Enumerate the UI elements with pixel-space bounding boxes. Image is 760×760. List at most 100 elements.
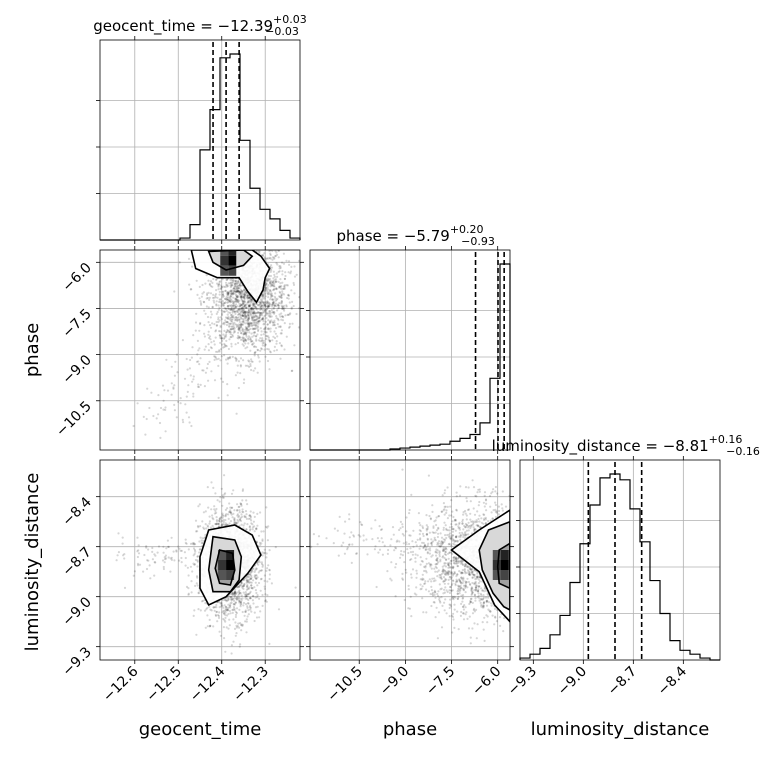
scatter-point [262,328,266,331]
scatter-point [234,590,237,593]
scatter-point [238,511,241,514]
scatter-point [226,608,230,611]
scatter-point [233,330,236,333]
scatter-point [213,606,217,609]
scatter-point [154,554,157,557]
scatter-point [252,334,256,337]
scatter-point [239,284,242,287]
scatter-point [218,517,221,521]
scatter-point [255,322,258,325]
scatter-point [265,552,268,555]
scatter-point [241,586,244,589]
scatter-point [170,393,173,396]
scatter-point [203,309,206,312]
scatter-point [213,505,216,508]
scatter-point [245,576,248,579]
scatter-point [226,317,229,320]
scatter-point [212,606,215,609]
scatter-point [235,290,238,293]
scatter-point [217,284,220,287]
scatter-point [283,284,286,287]
scatter-point [229,355,232,358]
scatter-point [269,219,271,221]
scatter-point [224,281,228,284]
scatter-point [221,516,224,519]
scatter-point [261,539,264,543]
scatter-point [215,350,218,353]
scatter-point [256,333,259,336]
scatter-point [244,510,248,513]
scatter-point [115,559,118,562]
scatter-point [216,230,218,232]
scatter-point [224,606,227,609]
scatter-point [204,510,207,513]
scatter-point [473,528,476,531]
scatter-point [226,278,229,282]
scatter-point [224,297,227,300]
scatter-point [289,270,293,273]
scatter-point [268,281,272,284]
scatter-point [225,278,228,281]
scatter-point [246,576,250,579]
scatter-point [241,327,244,330]
scatter-point [229,509,232,512]
scatter-point [228,510,232,513]
scatter-point [260,347,263,350]
scatter-point [269,330,272,333]
scatter-point [242,247,244,249]
scatter-point [241,290,244,293]
scatter-point [261,565,264,568]
scatter-point [212,486,215,489]
scatter-point [231,608,234,612]
scatter-point [240,513,243,516]
scatter-point [229,318,232,321]
scatter-point [253,220,255,222]
scatter-point [264,600,267,603]
scatter-point [240,304,243,307]
scatter-point [262,341,265,344]
scatter-point [280,345,283,348]
scatter-point [253,304,256,307]
scatter-point [137,564,140,567]
scatter-point [255,540,258,543]
scatter-point [246,229,248,231]
scatter-point [478,488,481,491]
scatter-point [279,265,282,268]
scatter-point [249,590,252,594]
scatter-point [243,328,246,331]
scatter-point [236,290,239,293]
scatter-point [265,257,268,261]
scatter-point [232,304,235,308]
scatter-point [282,307,285,310]
scatter-point [281,319,285,322]
scatter-point [350,531,353,534]
scatter-point [258,243,260,245]
scatter-point [231,335,234,338]
scatter-point [159,436,162,439]
scatter-point [251,528,254,531]
scatter-point [224,344,227,347]
scatter-point [241,489,244,492]
scatter-point [264,331,267,334]
scatter-point [355,552,358,555]
scatter-point [266,580,269,583]
scatter-point [269,293,272,296]
scatter-point [236,299,239,302]
scatter-point [260,307,263,311]
scatter-point [226,614,229,617]
scatter-point [439,542,442,545]
scatter-point [230,284,233,287]
scatter-point [202,599,205,602]
scatter-point [265,308,268,311]
scatter-point [256,371,259,374]
scatter-point [252,323,255,327]
scatter-point [240,581,243,585]
scatter-point [268,577,271,581]
scatter-point [398,540,401,543]
scatter-point [217,614,220,618]
scatter-point [271,302,274,305]
scatter-point [251,599,254,602]
scatter-point [471,479,474,482]
scatter-point [225,283,228,287]
scatter-point [263,315,266,318]
